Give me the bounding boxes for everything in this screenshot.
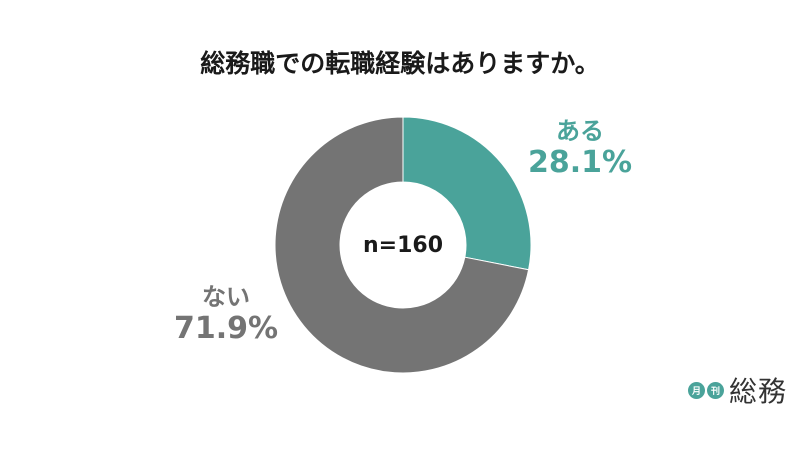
- slice-percent: 71.9%: [173, 310, 279, 346]
- logo-word: 総務: [729, 375, 788, 408]
- chart-title: 総務職での転職経験はありますか。: [200, 49, 600, 78]
- gekkan-soumu-logo: 月 刊 総務: [688, 374, 787, 408]
- logo-badge: 刊: [707, 381, 724, 399]
- slice-name: ある: [556, 117, 604, 145]
- slice-name: ない: [202, 283, 250, 311]
- sample-size-label: n=160: [363, 233, 443, 258]
- slice-label-aru: ある 28.1%: [520, 117, 640, 180]
- donut-slice-1: [274, 116, 530, 374]
- slice-percent: 28.1%: [527, 144, 633, 180]
- logo-badge: 月: [688, 381, 705, 399]
- donut-slice-0: [402, 116, 532, 271]
- slice-label-nai: ない 71.9%: [166, 283, 286, 346]
